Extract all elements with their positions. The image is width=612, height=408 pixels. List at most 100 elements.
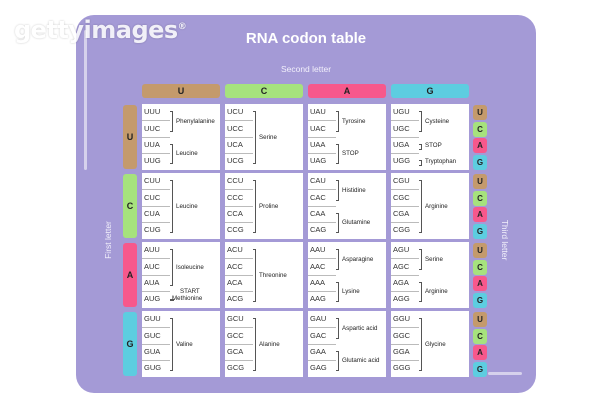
row-divider — [308, 137, 336, 138]
codon-label: ACU — [227, 245, 243, 254]
amino-acid-label: Asparagine — [342, 255, 374, 263]
codon-label: CAG — [310, 225, 327, 234]
amino-acid-label: Glutamic acid — [342, 357, 380, 364]
row-divider — [225, 360, 253, 361]
codon-label: GAC — [310, 331, 327, 340]
codon-block: AGU AGC AGA AGG Serine Arginine — [391, 242, 469, 308]
bracket — [170, 180, 173, 233]
third-letter-tag-a: A — [473, 207, 487, 222]
row-divider — [308, 153, 336, 154]
codon-label: UUU — [144, 107, 161, 116]
row-divider — [142, 189, 170, 190]
third-letter-tag-a: A — [473, 276, 487, 291]
row-header-g: G — [123, 312, 137, 376]
third-letter-tag-u: U — [473, 243, 487, 258]
third-letter-tag-g: G — [473, 154, 487, 170]
row-divider — [391, 153, 419, 154]
codon-block: CCU CCC CCA CCG Proline — [225, 173, 303, 239]
bracket — [170, 299, 174, 301]
codon-label: UGC — [393, 124, 410, 133]
codon-label: ACC — [227, 262, 243, 271]
codon-label: AAC — [310, 262, 326, 271]
codon-label: GCC — [227, 331, 244, 340]
row-divider — [391, 344, 419, 345]
column-header-g: G — [391, 84, 469, 98]
amino-acid-label: Glutamine — [342, 219, 371, 226]
bracket — [253, 180, 256, 233]
amino-acid-label: Tyrosine — [342, 117, 366, 125]
codon-label: UAA — [310, 140, 326, 149]
row-divider — [308, 222, 336, 223]
codon-label: ACA — [227, 278, 243, 287]
bracket — [253, 249, 256, 302]
codon-label: GUA — [144, 347, 161, 356]
row-divider — [391, 258, 419, 259]
bracket — [170, 249, 173, 286]
decorative-streak — [84, 30, 87, 170]
watermark-text: gettyimages — [14, 16, 178, 44]
codon-label: UGU — [393, 107, 410, 116]
row-divider — [308, 189, 336, 190]
codon-block: GGU GGC GGA GGG Glycine — [391, 311, 469, 377]
row-divider — [142, 120, 170, 121]
codon-block: GCU GCC GCA GCG Alanine — [225, 311, 303, 377]
codon-label: AAA — [310, 278, 326, 287]
amino-acid-label: Isoleucine — [176, 263, 204, 271]
codon-label: AGU — [393, 245, 410, 254]
codon-label: UAC — [310, 124, 326, 133]
amino-acid-label: Methionine — [172, 295, 203, 302]
amino-acid-label: Arginine — [425, 288, 448, 295]
codon-label: UGA — [393, 140, 410, 149]
codon-label: GAU — [310, 314, 327, 323]
codon-label: GGC — [393, 331, 411, 340]
codon-label: AUC — [144, 262, 160, 271]
bracket — [336, 180, 339, 201]
codon-label: AUA — [144, 278, 160, 287]
codon-label: CUC — [144, 193, 161, 202]
bracket — [419, 318, 422, 371]
row-divider — [308, 258, 336, 259]
amino-acid-label: Cysteine — [425, 117, 450, 125]
codon-label: CGA — [393, 209, 410, 218]
codon-block: UCU UCC UCA UCG Serine — [225, 104, 303, 170]
row-divider — [225, 258, 253, 259]
row-header-a: A — [123, 243, 137, 307]
watermark: gettyimages® — [14, 16, 187, 44]
codon-block: AUU AUC AUA AUG Isoleucine START Methionine — [142, 242, 220, 308]
row-divider — [225, 222, 253, 223]
row-divider — [225, 206, 253, 207]
codon-label: GCA — [227, 347, 244, 356]
codon-label: AGA — [393, 278, 409, 287]
bracket — [336, 282, 339, 302]
codon-label: CCG — [227, 225, 244, 234]
codon-label: UUC — [144, 124, 161, 133]
codon-label: CCU — [227, 176, 244, 185]
row-divider — [225, 189, 253, 190]
third-letter-tag-c: C — [473, 328, 487, 344]
amino-acid-label: Serine — [425, 255, 443, 263]
decorative-streak — [488, 372, 522, 375]
row-divider — [142, 275, 170, 276]
row-divider — [391, 189, 419, 190]
column-header-u: U — [142, 84, 220, 98]
codon-label: GUG — [144, 363, 162, 372]
bracket — [419, 180, 422, 233]
row-divider — [142, 344, 170, 345]
codon-label: GUC — [144, 331, 161, 340]
third-letter-label: Third letter — [500, 219, 510, 261]
bracket — [419, 111, 422, 132]
bracket — [253, 318, 256, 371]
codon-block: UGU UGC UGA UGG Cysteine STOP Tryptophan — [391, 104, 469, 170]
bracket — [419, 282, 422, 302]
amino-acid-label: STOP — [425, 142, 442, 149]
codon-block: CUU CUC CUA CUG Leucine — [142, 173, 220, 239]
bracket — [170, 144, 173, 164]
bracket — [336, 318, 339, 339]
codon-label: ACG — [227, 294, 244, 303]
third-letter-tag-c: C — [473, 259, 487, 275]
row-divider — [142, 153, 170, 154]
bracket — [170, 111, 173, 132]
amino-acid-label: Aspartic acid — [342, 324, 378, 332]
amino-acid-label: Threonine — [259, 271, 287, 279]
amino-acid-label: Leucine — [176, 202, 198, 210]
